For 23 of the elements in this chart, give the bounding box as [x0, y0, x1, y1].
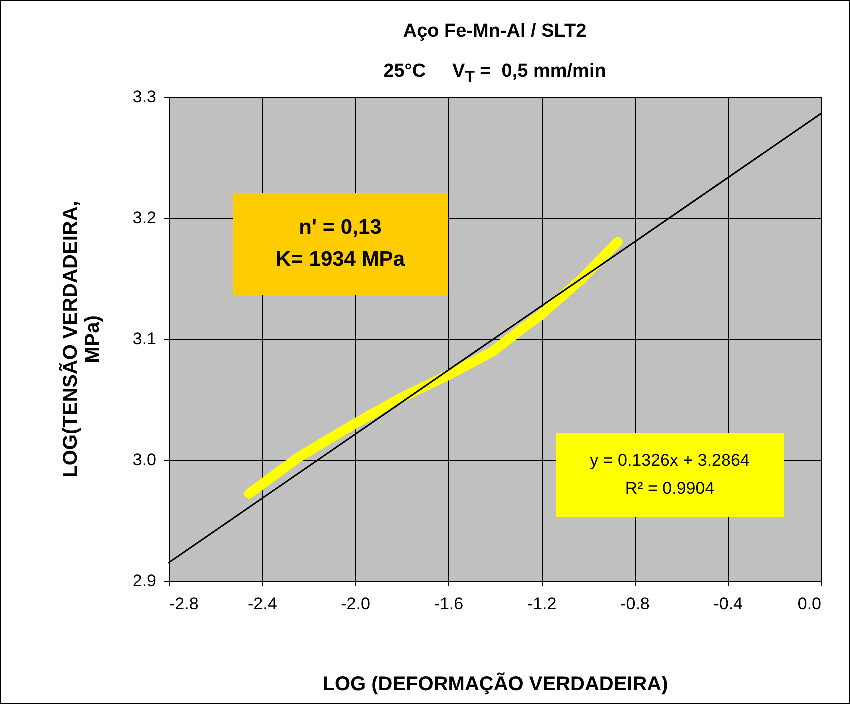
annotation: R² = 0.9904: [625, 479, 715, 499]
y-tick-label: 3.3: [132, 88, 156, 106]
x-tick-label: -2.4: [248, 594, 278, 614]
y-tick-label: 3.1: [132, 330, 156, 348]
x-tick-label: -1.6: [434, 594, 464, 614]
x-axis-title: LOG (DEFORMAÇÃO VERDADEIRA): [322, 672, 668, 696]
y-tick-label: 2.9: [132, 572, 156, 590]
y-tick-label: 3.0: [132, 450, 156, 470]
annotation: K= 1934 MPa: [276, 248, 405, 272]
note-box: n' = 0,13 K= 1934 MPa: [233, 193, 448, 295]
x-tick-label: -0.8: [620, 594, 650, 614]
note-box: y = 0.1326x + 3.2864 R² = 0.9904: [556, 433, 784, 517]
y-axis-title: LOG(TENSÃO VERDADEIRA, MPa): [58, 201, 104, 478]
x-tick-label: -0.4: [714, 594, 744, 614]
x-tick-label: -2.0: [341, 594, 370, 614]
chart-title: Aço Fe-Mn-Al / SLT2: [402, 21, 588, 43]
x-tick-label: -2.8: [170, 594, 199, 614]
chart-subtitle: 25°C V$_{T}$ = 0,5 mm/min: [382, 61, 608, 87]
annotation: y = 0.1326x + 3.2864: [590, 451, 750, 471]
annotation: n' = 0,13: [299, 216, 382, 240]
x-tick-label: 0.0: [798, 594, 822, 614]
x-tick-label: -1.2: [527, 594, 557, 614]
y-tick-label: 3.2: [132, 208, 156, 228]
